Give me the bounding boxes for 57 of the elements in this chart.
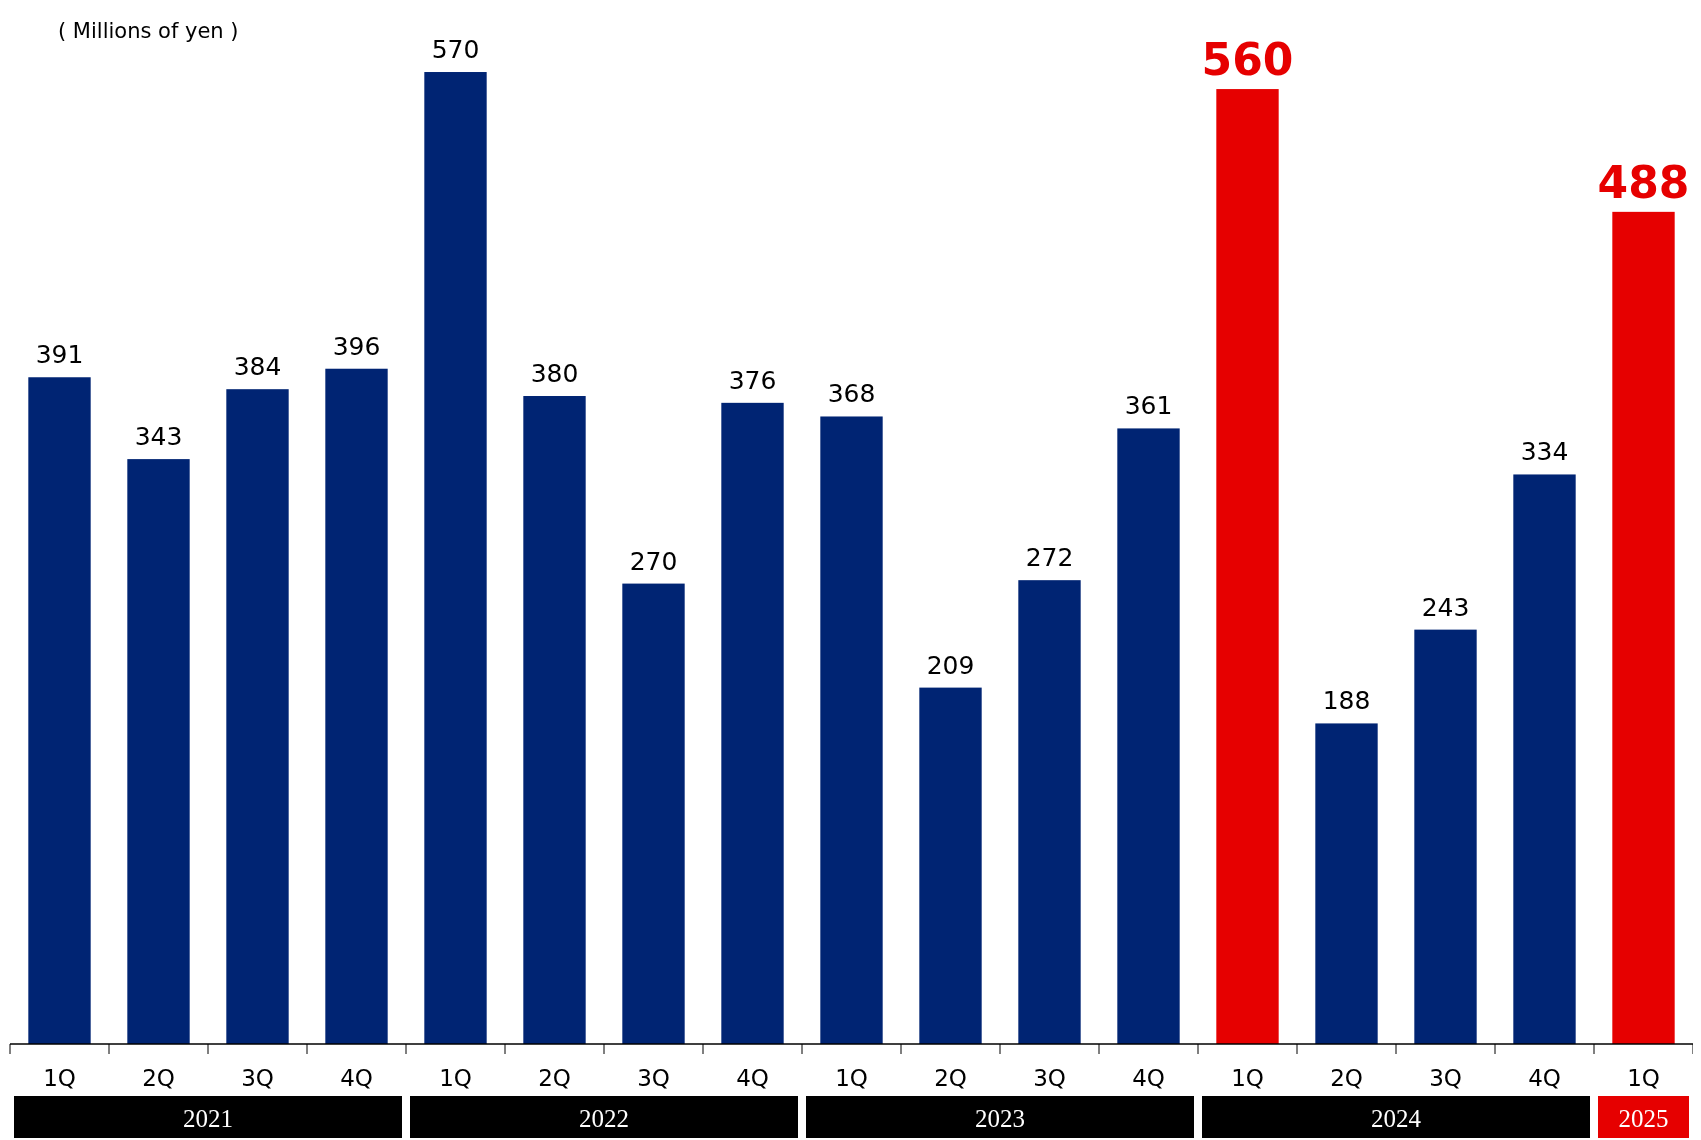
data-label: 270 [629, 546, 678, 576]
x-tick-label: 1Q [835, 1065, 868, 1091]
x-tick-label: 2Q [142, 1065, 175, 1091]
x-tick-label: 3Q [1429, 1065, 1462, 1091]
x-tick-label: 1Q [1231, 1065, 1264, 1091]
x-tick-label: 4Q [1132, 1065, 1165, 1091]
bar [523, 396, 586, 1044]
data-label: 361 [1124, 391, 1173, 421]
bar [1414, 629, 1477, 1044]
text: 2024 [1371, 1105, 1422, 1132]
bar [226, 389, 289, 1044]
bar [622, 583, 685, 1044]
bar [919, 687, 982, 1044]
data-label: 488 [1597, 156, 1690, 208]
x-tick-label: 1Q [439, 1065, 472, 1091]
x-tick-label: 3Q [637, 1065, 670, 1091]
text: 2023 [975, 1105, 1025, 1132]
bar [325, 368, 388, 1044]
data-label: 334 [1520, 437, 1569, 467]
text: 2022 [579, 1105, 629, 1132]
bar [1315, 723, 1378, 1044]
x-tick-label: 2Q [1330, 1065, 1363, 1091]
data-label: 396 [332, 331, 381, 361]
data-label: 384 [233, 352, 282, 382]
bar [1117, 428, 1180, 1044]
x-tick-label: 1Q [1627, 1065, 1660, 1091]
data-label: 376 [728, 365, 777, 395]
bar [721, 402, 784, 1044]
x-tick-label: 4Q [1528, 1065, 1561, 1091]
bar [820, 416, 883, 1044]
data-label: 368 [827, 379, 876, 409]
x-tick-label: 2Q [538, 1065, 571, 1091]
data-label: 570 [431, 35, 480, 65]
data-label: 209 [926, 650, 975, 680]
x-tick-label: 4Q [736, 1065, 769, 1091]
data-label: 391 [35, 340, 84, 370]
bar [1612, 211, 1675, 1044]
text: 2025 [1618, 1105, 1669, 1132]
data-label: 380 [530, 359, 579, 389]
x-tick-label: 3Q [1033, 1065, 1066, 1091]
data-label: 243 [1421, 592, 1470, 622]
data-label: 188 [1322, 686, 1371, 716]
x-tick-label: 4Q [340, 1065, 373, 1091]
text: 2021 [183, 1105, 233, 1132]
bar [28, 377, 91, 1044]
bar [127, 459, 190, 1044]
data-label: 560 [1201, 34, 1294, 86]
x-tick-label: 1Q [43, 1065, 76, 1091]
x-tick-label: 3Q [241, 1065, 274, 1091]
y-axis-title: ( Millions of yen ) [58, 19, 239, 43]
x-tick-label: 2Q [934, 1065, 967, 1091]
bar [1513, 474, 1576, 1044]
data-label: 343 [134, 422, 183, 452]
data-label: 272 [1025, 543, 1074, 573]
bar [1018, 580, 1081, 1044]
bar [424, 72, 487, 1044]
bar [1216, 89, 1279, 1044]
